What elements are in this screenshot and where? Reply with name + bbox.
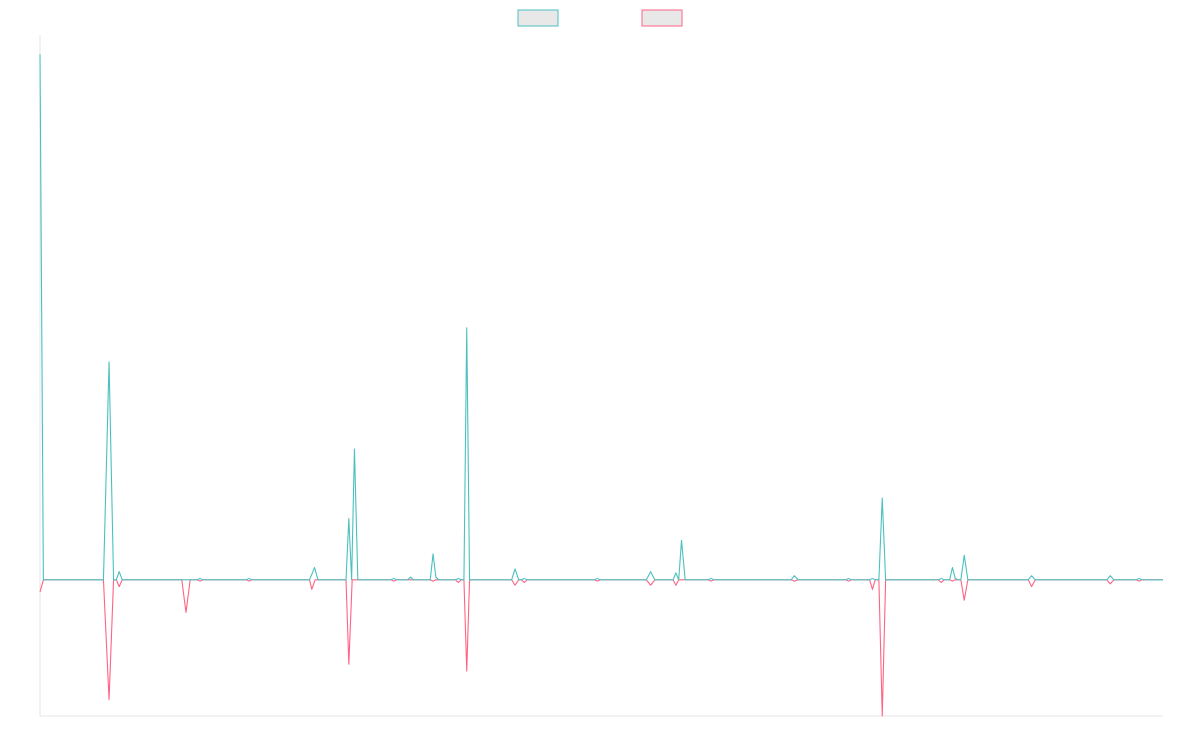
series-line-2 — [39, 579, 1163, 717]
axes — [39, 35, 1163, 717]
legend-swatch-2[interactable] — [641, 9, 683, 27]
legend-swatch-1[interactable] — [517, 9, 559, 27]
plot-area — [39, 54, 1163, 717]
series-line-1 — [39, 54, 1163, 581]
legend[interactable] — [517, 9, 683, 27]
